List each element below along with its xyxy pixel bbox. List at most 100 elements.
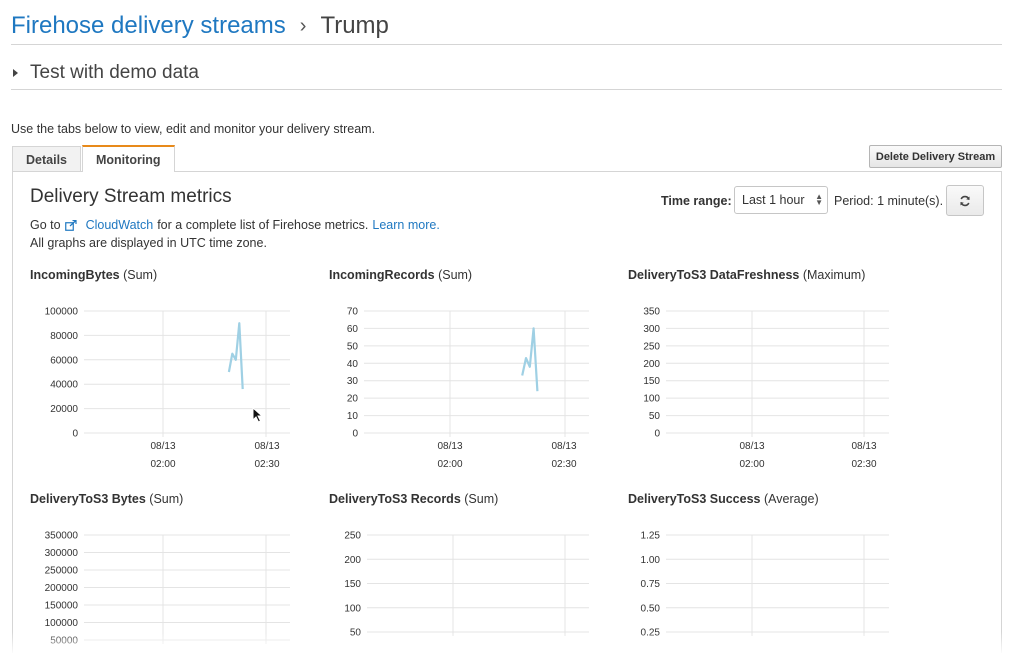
y-tick-label: 50 xyxy=(649,411,661,422)
chart-metric-name: IncomingBytes xyxy=(30,268,120,282)
y-tick-label: 40000 xyxy=(50,380,78,391)
demo-data-expander[interactable]: Test with demo data xyxy=(13,62,199,84)
y-tick-label: 60000 xyxy=(50,355,78,366)
y-tick-label: 150 xyxy=(643,376,660,387)
x-tick-date: 08/13 xyxy=(150,441,175,452)
time-range-value: Last 1 hour xyxy=(742,193,805,207)
chart-title-data-freshness: DeliveryToS3 DataFreshness (Maximum) xyxy=(628,268,865,282)
utc-note: All graphs are displayed in UTC time zon… xyxy=(30,236,267,250)
y-tick-label: 200 xyxy=(643,359,660,370)
chart-stat: (Maximum) xyxy=(802,268,866,282)
y-tick-label: 150000 xyxy=(45,601,79,612)
breadcrumb-link-firehose[interactable]: Firehose delivery streams xyxy=(11,12,286,39)
x-tick-date: 08/13 xyxy=(739,441,764,452)
divider xyxy=(11,89,1002,90)
metrics-title: Delivery Stream metrics xyxy=(30,186,232,207)
y-tick-label: 40 xyxy=(347,359,359,370)
chart-stat: (Sum) xyxy=(149,492,184,506)
tab-bar: Details Monitoring xyxy=(12,145,176,172)
y-tick-label: 20000 xyxy=(50,404,78,415)
learn-more-link[interactable]: Learn more. xyxy=(372,218,440,232)
y-tick-label: 100 xyxy=(344,603,361,614)
y-tick-label: 300000 xyxy=(45,548,79,559)
x-tick-date: 08/13 xyxy=(254,441,279,452)
monitoring-panel xyxy=(12,171,1002,653)
y-tick-label: 1.25 xyxy=(641,531,661,542)
chart-stat: (Sum) xyxy=(464,492,499,506)
y-tick-label: 10 xyxy=(347,411,359,422)
series-line xyxy=(521,327,539,392)
chart-title-incoming-bytes: IncomingBytes (Sum) xyxy=(30,268,157,282)
chart-metric-name: DeliveryToS3 DataFreshness xyxy=(628,268,800,282)
demo-data-label: Test with demo data xyxy=(30,62,199,83)
chart-metric-name: DeliveryToS3 Records xyxy=(329,492,461,506)
x-tick-time: 02:30 xyxy=(551,459,576,470)
chart-title-s3-records: DeliveryToS3 Records (Sum) xyxy=(329,492,498,506)
caret-right-icon xyxy=(13,69,18,77)
period-text: Period: 1 minute(s). xyxy=(834,194,944,208)
x-tick-time: 02:30 xyxy=(254,459,279,470)
external-link-icon xyxy=(64,219,77,231)
y-tick-label: 350 xyxy=(643,307,660,318)
x-tick-time: 02:00 xyxy=(150,459,175,470)
mouse-pointer-icon xyxy=(252,406,264,428)
y-tick-label: 300 xyxy=(643,324,660,335)
y-tick-label: 350000 xyxy=(45,531,79,542)
chart-stat: (Sum) xyxy=(123,268,158,282)
divider xyxy=(11,44,1002,45)
x-tick-time: 02:30 xyxy=(851,459,876,470)
goto-suffix: for a complete list of Firehose metrics. xyxy=(157,218,369,232)
chart-title-s3-success: DeliveryToS3 Success (Average) xyxy=(628,492,819,506)
delete-delivery-stream-button[interactable]: Delete Delivery Stream xyxy=(869,145,1002,168)
y-tick-label: 100 xyxy=(643,394,660,405)
time-range-label: Time range: xyxy=(661,194,732,208)
x-tick-date: 08/13 xyxy=(851,441,876,452)
y-tick-label: 30 xyxy=(347,376,359,387)
y-tick-label: 250000 xyxy=(45,566,79,577)
chart-title-s3-bytes: DeliveryToS3 Bytes (Sum) xyxy=(30,492,183,506)
y-tick-label: 150 xyxy=(344,579,361,590)
y-tick-label: 1.00 xyxy=(641,555,661,566)
x-tick-time: 02:00 xyxy=(437,459,462,470)
series-line xyxy=(227,322,244,390)
y-tick-label: 100000 xyxy=(45,307,79,318)
y-tick-label: 0.75 xyxy=(641,579,661,590)
y-tick-label: 200 xyxy=(344,555,361,566)
chart-stat: (Sum) xyxy=(438,268,473,282)
x-tick-time: 02:00 xyxy=(739,459,764,470)
chart-title-incoming-records: IncomingRecords (Sum) xyxy=(329,268,472,282)
y-tick-label: 60 xyxy=(347,324,359,335)
y-tick-label: 250 xyxy=(643,341,660,352)
y-tick-label: 0 xyxy=(72,429,78,440)
tab-details[interactable]: Details xyxy=(12,146,81,172)
tab-monitoring[interactable]: Monitoring xyxy=(82,145,175,172)
y-tick-label: 20 xyxy=(347,394,359,405)
y-tick-label: 250 xyxy=(344,531,361,542)
y-tick-label: 0.50 xyxy=(641,603,661,614)
y-tick-label: 100000 xyxy=(45,618,79,629)
y-tick-label: 0 xyxy=(352,429,358,440)
x-tick-date: 08/13 xyxy=(437,441,462,452)
y-tick-label: 70 xyxy=(347,307,359,318)
refresh-icon xyxy=(960,195,970,206)
y-tick-label: 200000 xyxy=(45,583,79,594)
chart-stat: (Average) xyxy=(763,492,819,506)
x-tick-date: 08/13 xyxy=(551,441,576,452)
select-arrows-icon: ▲ ▼ xyxy=(815,192,823,207)
cloudwatch-link[interactable]: CloudWatch xyxy=(85,218,154,232)
goto-prefix: Go to xyxy=(30,218,61,232)
chart-metric-name: DeliveryToS3 Success xyxy=(628,492,761,506)
breadcrumb: Firehose delivery streams › Trump xyxy=(11,8,389,44)
y-tick-label: 0 xyxy=(654,429,660,440)
time-range-select[interactable]: Last 1 hour ▲ ▼ xyxy=(734,186,828,214)
page-title: Trump xyxy=(320,12,389,39)
refresh-button[interactable] xyxy=(946,185,984,216)
y-tick-label: 0.25 xyxy=(641,628,661,639)
intro-text: Use the tabs below to view, edit and mon… xyxy=(11,122,376,136)
chart-metric-name: DeliveryToS3 Bytes xyxy=(30,492,146,506)
cloudwatch-note: Go to CloudWatch for a complete list of … xyxy=(30,218,440,232)
